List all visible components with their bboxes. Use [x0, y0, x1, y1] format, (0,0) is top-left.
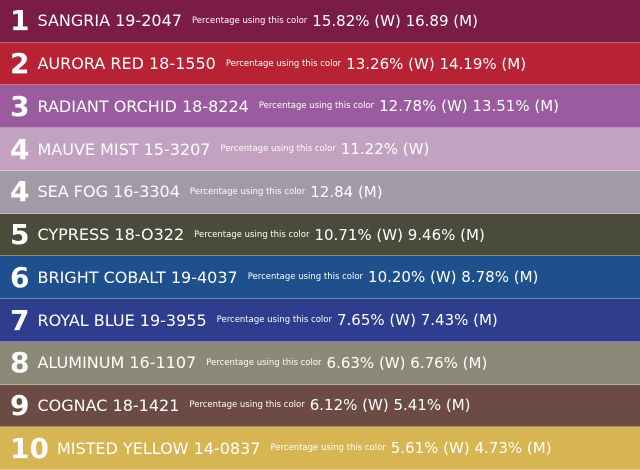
color-row: 8 ALUMINUM 16-1107 Percentage using this c… — [0, 341, 640, 385]
usage-stats: 10.71% (W) 9.46% (M) — [314, 225, 485, 244]
rank: 8 — [10, 346, 30, 380]
usage-label: Percentage using this color — [258, 101, 375, 112]
color-row: 6 BRIGHT COBALT 19-4037 Percentage using t… — [0, 256, 640, 300]
rank: 10 — [10, 431, 49, 465]
usage-stats: 15.82% (W) 16.89 (M) — [312, 11, 478, 30]
usage-label: Percentage using this color — [225, 58, 342, 69]
color-row: 1 SANGRIA 19-2047 Percentage using this co… — [0, 0, 640, 43]
color-name: MAUVE MIST 15-3207 — [37, 139, 211, 159]
usage-label: Percentage using this color — [189, 400, 305, 411]
rank: 6 — [10, 260, 30, 294]
color-row: 4 SEA FOG 16-3304 Percentage using this co… — [0, 170, 640, 214]
color-name: ALUMINUM 16-1107 — [37, 353, 197, 373]
color-row: 2 AURORA RED 18-1550 Percentage using this… — [0, 42, 640, 86]
usage-label: Percentage using this color — [191, 15, 308, 26]
color-name: ROYAL BLUE 19-3955 — [37, 310, 207, 330]
rank: 5 — [10, 218, 30, 252]
rank: 2 — [10, 47, 30, 81]
color-name: CYPRESS 18-O322 — [37, 225, 185, 245]
rank: 1 — [10, 4, 30, 38]
color-row: 4 MAUVE MIST 15-3207 Percentage using this… — [0, 128, 640, 171]
color-name: RADIANT ORCHID 18-8224 — [37, 96, 249, 116]
usage-label: Percentage using this color — [194, 229, 310, 240]
usage-stats: 12.84 (M) — [310, 182, 383, 201]
color-row: 5 CYPRESS 18-O322 Percentage using this co… — [0, 213, 640, 257]
usage-stats: 13.26% (W) 14.19% (M) — [346, 54, 527, 73]
rank: 7 — [10, 303, 30, 337]
usage-stats: 12.78% (W) 13.51% (M) — [379, 97, 560, 116]
rank: 9 — [10, 388, 30, 422]
color-row: 7 ROYAL BLUE 19-3955 Percentage using this… — [0, 299, 640, 342]
color-name: SANGRIA 19-2047 — [37, 11, 182, 31]
color-name: MISTED YELLOW 14-0837 — [56, 438, 261, 458]
color-name: COGNAC 18-1421 — [37, 395, 180, 415]
rank: 4 — [10, 175, 30, 209]
usage-label: Percentage using this color — [247, 272, 364, 283]
rank: 3 — [10, 89, 30, 123]
usage-stats: 10.20% (W) 8.78% (M) — [368, 268, 539, 287]
usage-label: Percentage using this color — [270, 443, 386, 454]
usage-stats: 11.22% (W) — [340, 140, 430, 159]
usage-label: Percentage using this color — [220, 144, 336, 155]
color-name: BRIGHT COBALT 19-4037 — [37, 267, 238, 287]
usage-stats: 5.61% (W) 4.73% (M) — [390, 439, 552, 458]
usage-stats: 6.63% (W) 6.76% (M) — [326, 353, 488, 372]
usage-label: Percentage using this color — [216, 315, 332, 325]
usage-stats: 6.12% (W) 5.41% (M) — [309, 396, 471, 415]
color-name: SEA FOG 16-3304 — [37, 182, 180, 202]
usage-label: Percentage using this color — [206, 357, 322, 368]
usage-stats: 7.65% (W) 7.43% (M) — [336, 311, 498, 329]
color-name: AURORA RED 18-1550 — [37, 54, 216, 74]
color-row: 3 RADIANT ORCHID 18-8224 Percentage using … — [0, 85, 640, 129]
usage-label: Percentage using this color — [189, 186, 306, 197]
color-row: 10 MISTED YELLOW 14-0837 Percentage using … — [0, 427, 640, 470]
color-row: 9 COGNAC 18-1421 Percentage using this col… — [0, 384, 640, 428]
rank: 4 — [10, 132, 30, 166]
